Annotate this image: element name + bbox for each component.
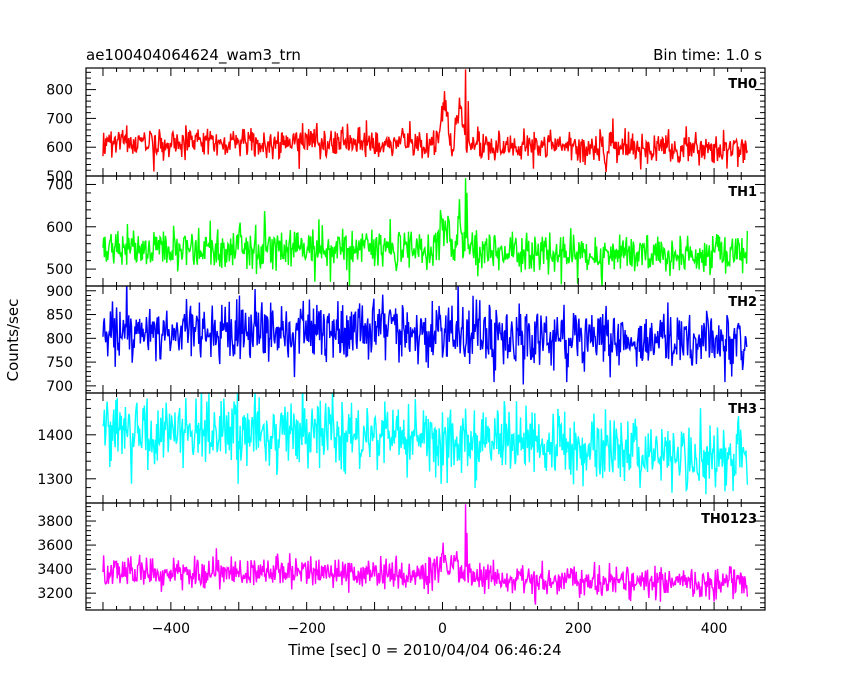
light-curve-th3 [102,393,749,495]
y-axis-title: Counts/sec [4,299,22,382]
y-tick-label: 800 [46,331,73,347]
x-tick-label: 200 [565,621,592,637]
x-axis-title: Time [sec] 0 = 2010/04/04 06:46:24 [287,641,561,659]
y-tick-label: 3800 [37,514,73,530]
panel-frame [85,502,766,611]
bin-time-label: Bin time: 1.0 s [653,46,762,64]
light-curve-th2 [102,286,748,385]
panel-stack: 500 600 700 800 TH0 500 600 700 TH1 700 750 800 850 9… [37,67,766,637]
y-tick-label: 500 [46,169,73,185]
y-tick-label: 700 [46,379,73,395]
panel-th3: 1300 1400 TH3 [37,392,766,504]
y-tick-label: 500 [46,262,73,278]
panel-th0123: 3200 3400 3600 3800 TH0123 [37,502,766,611]
y-tick-label: 700 [46,177,73,193]
y-tick-label: 800 [46,83,73,99]
y-tick-label: 600 [46,220,73,236]
panel-th1: 500 600 700 TH1 [46,175,766,287]
y-tick-label: 600 [46,140,73,156]
light-curve-th0 [102,69,749,173]
panel-label-th0123: TH0123 [701,512,757,527]
y-tick-label: 3200 [37,586,73,602]
panel-th2: 700 750 800 850 900 TH2 [46,284,766,395]
panel-label-th0: TH0 [728,77,757,92]
y-tick-label: 3600 [37,538,73,554]
x-tick-label: −400 [152,621,190,637]
y-tick-label: 850 [46,308,73,324]
panel-label-th2: TH2 [728,295,757,310]
x-tick-label: 400 [701,621,728,637]
y-tick-label: 3400 [37,562,73,578]
y-tick-label: 700 [46,111,73,127]
observation-title: ae100404064624_wam3_trn [86,46,301,65]
light-curve-th0123 [102,504,749,605]
light-curve-th1 [102,178,749,286]
panel-th0: 500 600 700 800 TH0 [46,67,766,185]
y-tick-label: 1400 [37,428,73,444]
panel-frame [85,67,766,177]
panel-label-th3: TH3 [728,402,757,417]
y-tick-label: 1300 [37,472,73,488]
y-tick-label: 900 [46,284,73,300]
y-tick-label: 750 [46,355,73,371]
x-tick-label: 0 [438,621,447,637]
x-tick-label: −200 [287,621,325,637]
panel-label-th1: TH1 [728,185,757,200]
panel-frame [85,175,766,287]
